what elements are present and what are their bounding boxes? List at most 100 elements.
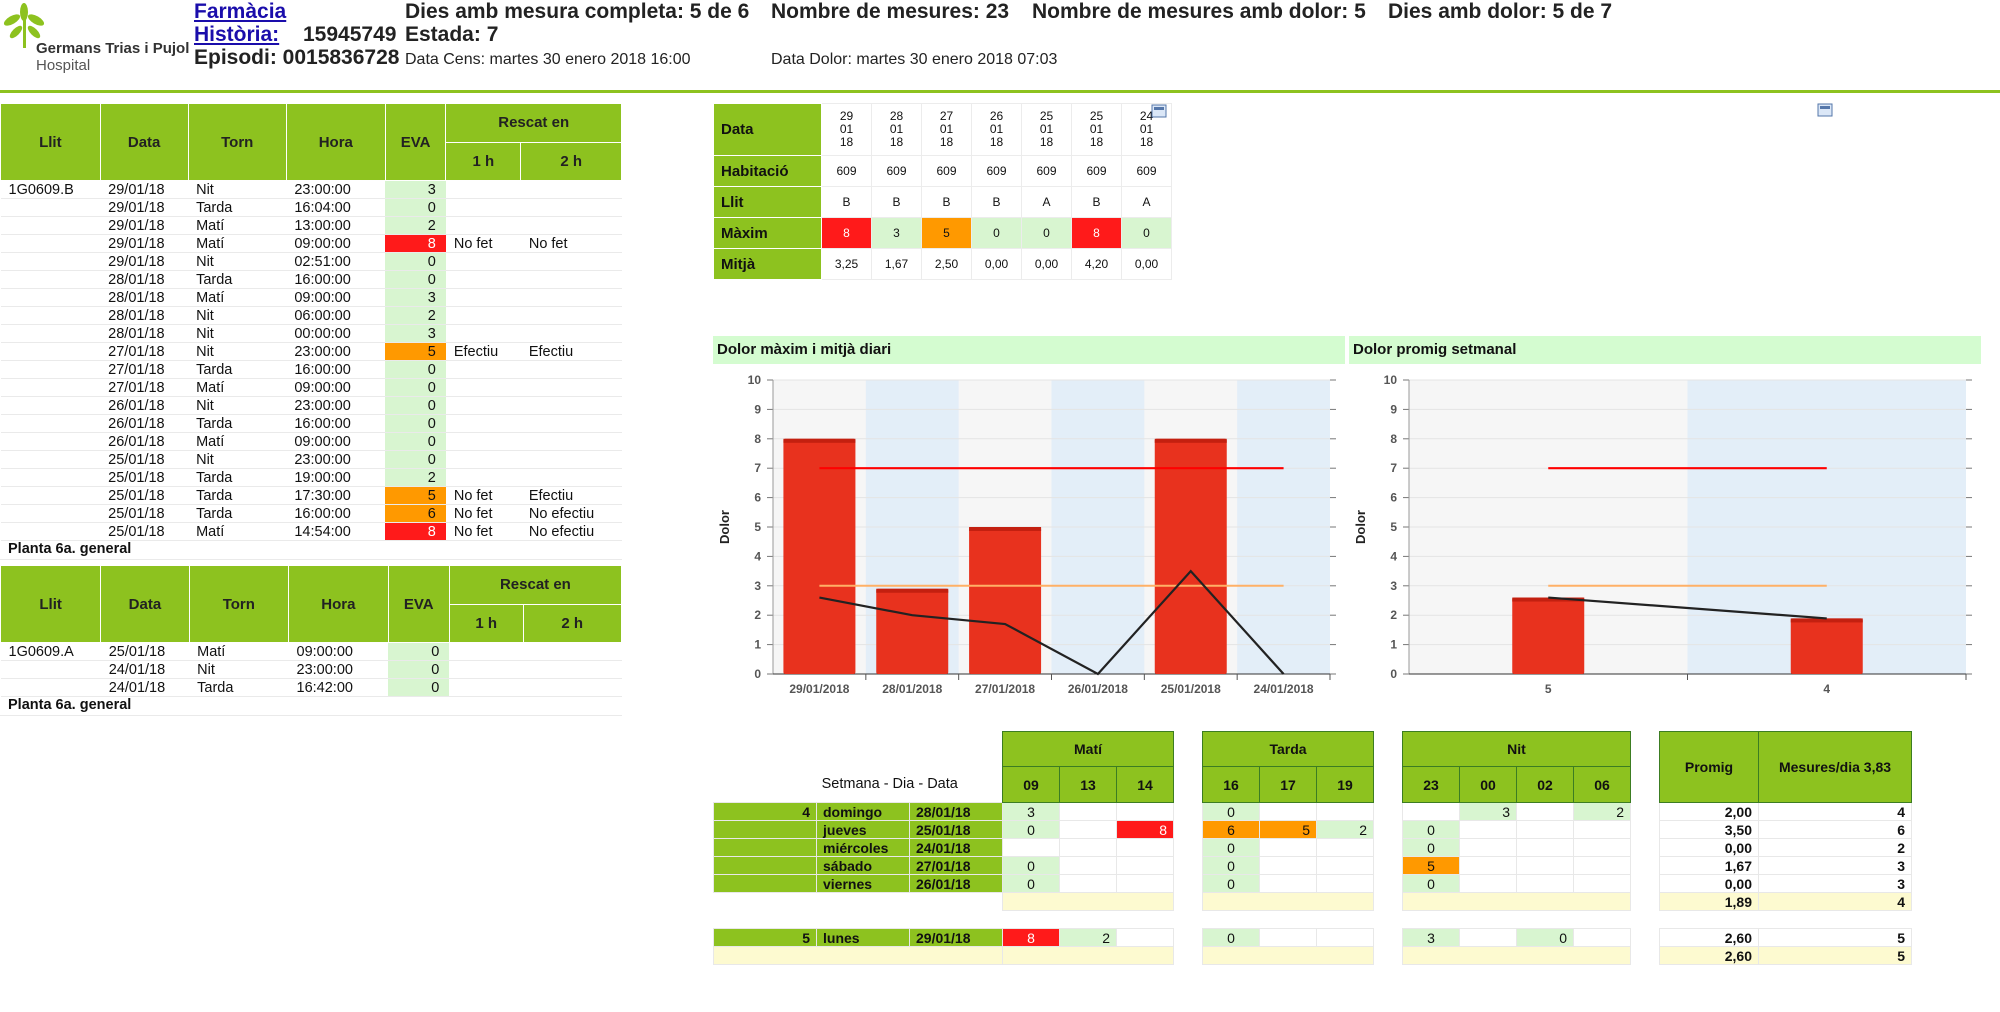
- cell-torn: Tarda: [188, 270, 287, 289]
- table-row[interactable]: 29/01/18 Tarda 16:04:00 0: [0, 198, 622, 217]
- cell-hora: 13:00:00: [286, 216, 386, 235]
- mesures-cell: 5: [1758, 928, 1912, 947]
- cell-llit: [0, 378, 101, 397]
- maxim-cell: 5: [921, 217, 972, 249]
- col-hora[interactable]: Hora: [285, 103, 386, 181]
- cell-rescat-2h: [520, 252, 622, 271]
- expand-icon[interactable]: [1151, 104, 1167, 123]
- col-rescat[interactable]: Rescat en: [448, 565, 623, 605]
- cell-hora: 02:51:00: [286, 252, 386, 271]
- table-row[interactable]: 25/01/18 Matí 14:54:00 8 No fet No efectiu: [0, 522, 622, 541]
- table-row[interactable]: 25/01/18 Tarda 16:00:00 6 No fet No efectiu: [0, 504, 622, 523]
- cell-llit: [0, 504, 101, 523]
- table-row[interactable]: 1G0609.A 25/01/18 Matí 09:00:00 0: [0, 642, 622, 661]
- table-row[interactable]: 29/01/18 Matí 13:00:00 2: [0, 216, 622, 235]
- table-row[interactable]: 28/01/18 Nit 00:00:00 3: [0, 324, 622, 343]
- table-row[interactable]: 28/01/18 Matí 09:00:00 3: [0, 288, 622, 307]
- table-row[interactable]: 26/01/18 Nit 23:00:00 0: [0, 396, 622, 415]
- cell-eva: 0: [385, 360, 446, 379]
- cell-data: 25/01/18: [100, 504, 189, 523]
- table-row[interactable]: 26/01/18 Tarda 16:00:00 0: [0, 414, 622, 433]
- cell-eva: 3: [385, 288, 446, 307]
- table-row[interactable]: 29/01/18 Nit 02:51:00 0: [0, 252, 622, 271]
- y-tick-label: 4: [1390, 549, 1397, 563]
- cell-rescat-2h: [520, 216, 622, 235]
- cell-tarda: [1316, 928, 1374, 947]
- table-row[interactable]: miércoles 24/01/18 0 0 0,00 2: [713, 838, 1912, 857]
- bar[interactable]: [783, 438, 856, 674]
- bar[interactable]: [1512, 597, 1585, 674]
- maxim-cell: 8: [1071, 217, 1122, 249]
- cell-rescat-2h: [520, 360, 622, 379]
- col-eva[interactable]: EVA: [384, 103, 447, 181]
- week-num: [713, 874, 817, 893]
- col-data[interactable]: Data: [100, 565, 190, 643]
- table-row[interactable]: 24/01/18 Nit 23:00:00 0: [0, 660, 622, 679]
- cell-tarda: 0: [1202, 838, 1260, 857]
- table-row[interactable]: 26/01/18 Matí 09:00:00 0: [0, 432, 622, 451]
- cell-tarda: 2: [1316, 820, 1374, 839]
- llit-cell: B: [971, 186, 1022, 218]
- farmacia-link[interactable]: Farmàcia: [194, 0, 287, 23]
- table-row[interactable]: 28/01/18 Nit 06:00:00 2: [0, 306, 622, 325]
- table-row[interactable]: 1G0609.B 29/01/18 Nit 23:00:00 3: [0, 180, 622, 199]
- cell-torn: Nit: [188, 180, 287, 199]
- col-rescat-2h[interactable]: 2 h: [522, 603, 623, 643]
- col-hora[interactable]: Hora: [288, 565, 389, 643]
- table-row[interactable]: sábado 27/01/18 0 0 5 1,67 3: [713, 856, 1912, 875]
- col-torn[interactable]: Torn: [188, 565, 290, 643]
- bar[interactable]: [876, 588, 949, 674]
- bar[interactable]: [969, 527, 1042, 674]
- cell-mati: [1059, 802, 1117, 821]
- col-torn[interactable]: Torn: [187, 103, 287, 181]
- historia-link[interactable]: Història:: [194, 23, 280, 46]
- mitja-cell: 3,25: [821, 248, 872, 280]
- cell-llit: [0, 252, 101, 271]
- cell-rescat-1h: [445, 414, 521, 433]
- cell-mati: 0: [1002, 820, 1060, 839]
- table-row[interactable]: 25/01/18 Tarda 17:30:00 5 No fet Efectiu: [0, 486, 622, 505]
- cell-llit: 1G0609.B: [0, 180, 101, 199]
- col-rescat-1h[interactable]: 1 h: [448, 603, 524, 643]
- table-row[interactable]: 27/01/18 Tarda 16:00:00 0: [0, 360, 622, 379]
- col-rescat-1h[interactable]: 1 h: [445, 141, 522, 181]
- table-row[interactable]: 25/01/18 Tarda 19:00:00 2: [0, 468, 622, 487]
- row-label-data: Data: [713, 103, 822, 156]
- col-llit[interactable]: Llit: [0, 103, 101, 181]
- col-llit[interactable]: Llit: [0, 565, 102, 643]
- table-row[interactable]: 24/01/18 Tarda 16:42:00 0: [0, 678, 622, 697]
- col-rescat[interactable]: Rescat en: [445, 103, 622, 143]
- hour-mati: 13: [1059, 766, 1117, 803]
- promig-cell: 0,00: [1659, 838, 1759, 857]
- bar[interactable]: [1790, 618, 1863, 674]
- col-eva[interactable]: EVA: [387, 565, 450, 643]
- hour-tarda: 19: [1316, 766, 1374, 803]
- table-row[interactable]: 27/01/18 Nit 23:00:00 5 Efectiu Efectiu: [0, 342, 622, 361]
- promig-cell: 2,60: [1659, 928, 1759, 947]
- cell-torn: Tarda: [188, 198, 287, 217]
- table-row[interactable]: 25/01/18 Nit 23:00:00 0: [0, 450, 622, 469]
- habitacio-cell: 609: [821, 155, 872, 187]
- cell-mati: [1059, 856, 1117, 875]
- table-row[interactable]: 27/01/18 Matí 09:00:00 0: [0, 378, 622, 397]
- daily-pain-chart: 0 1 2 3 4 5 6 7 8 9 10 Dolor 29/01/2018 28/01/2018 27/…: [717, 373, 1336, 696]
- col-rescat-2h[interactable]: 2 h: [520, 141, 622, 181]
- table-row[interactable]: 5 lunes 29/01/18 8 2 0 3 0 2,60 5: [713, 928, 1912, 947]
- table-row[interactable]: 28/01/18 Tarda 16:00:00 0: [0, 270, 622, 289]
- cell-eva: 0: [385, 432, 446, 451]
- expand-icon[interactable]: [1817, 103, 1833, 124]
- table-row[interactable]: viernes 26/01/18 0 0 0 0,00 3: [713, 874, 1912, 893]
- cell-rescat-1h: [445, 306, 521, 325]
- bar[interactable]: [1154, 438, 1227, 674]
- col-data[interactable]: Data: [99, 103, 189, 181]
- table-row[interactable]: jueves 25/01/18 0 8 6 5 2 0 3,50 6: [713, 820, 1912, 839]
- cell-torn: Nit: [188, 342, 287, 361]
- day-name: miércoles: [816, 838, 910, 857]
- bar-top: [1512, 597, 1585, 602]
- table-row[interactable]: 29/01/18 Matí 09:00:00 8 No fet No fet: [0, 234, 622, 253]
- cell-hora: 19:00:00: [286, 468, 386, 487]
- table-row[interactable]: 4 domingo 28/01/18 3 0 3 2 2,00 4: [713, 802, 1912, 821]
- cell-llit: [0, 468, 101, 487]
- cell-nit: [1402, 802, 1460, 821]
- cell-eva: 0: [385, 414, 446, 433]
